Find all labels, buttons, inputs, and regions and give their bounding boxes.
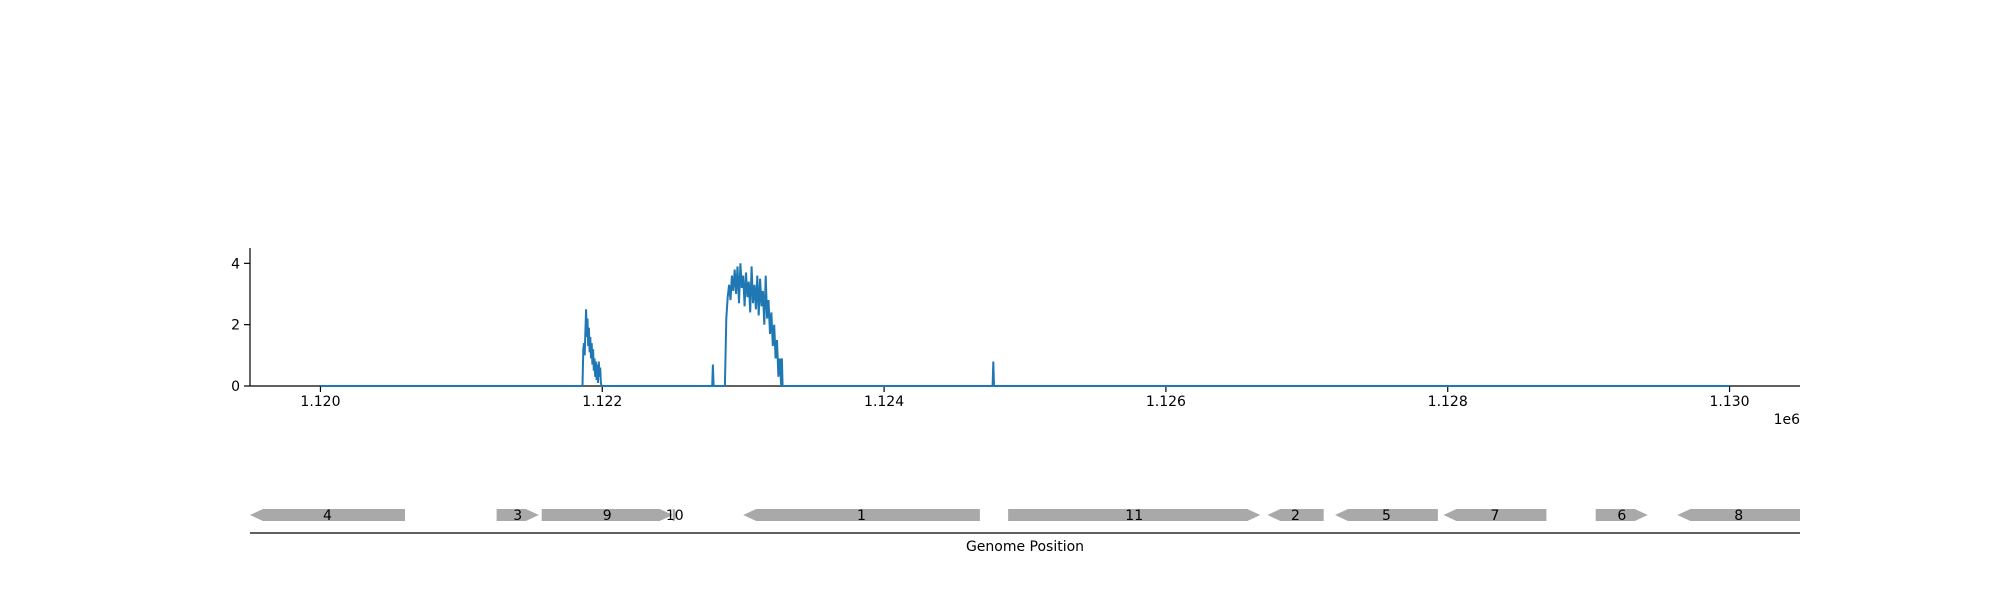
gene-arrow	[1443, 509, 1547, 521]
gene-label: 3	[513, 508, 522, 524]
gene-label: 4	[323, 508, 332, 524]
gene-track-xlabel: Genome Position	[966, 539, 1084, 555]
x-tick-label: 1.128	[1428, 394, 1468, 410]
y-tick-label: 0	[231, 379, 240, 395]
gene-label: 5	[1382, 508, 1391, 524]
gene-label: 11	[1125, 508, 1143, 524]
gene-arrow	[1595, 509, 1648, 521]
gene-label: 2	[1291, 508, 1300, 524]
gene-arrow	[541, 509, 673, 521]
gene-arrow	[1677, 509, 1800, 521]
y-tick-label: 2	[231, 318, 240, 334]
x-tick-label: 1.130	[1709, 394, 1749, 410]
gene-label: 9	[603, 508, 612, 524]
gene-label: 8	[1734, 508, 1743, 524]
gene-arrow	[1008, 509, 1261, 521]
gene-label: 7	[1490, 508, 1499, 524]
gene-arrow	[250, 509, 405, 521]
y-ticks: 0 2 4	[231, 256, 250, 395]
gene-label: 1	[857, 508, 866, 524]
x-axis-offset-label: 1e6	[1774, 412, 1801, 428]
gene-arrow	[743, 509, 980, 521]
gene-label: 6	[1617, 508, 1626, 524]
gene-arrows: 4 3 9 10 1 11 2 5 7 6 8	[250, 508, 1800, 524]
gene-arrow	[1335, 509, 1438, 521]
x-ticks: 1.120 1.122 1.124 1.126 1.128 1.130	[300, 386, 1750, 410]
coverage-plot: 0 2 4 1.120 1.122 1.124 1.126 1.128 1.130 1e6	[231, 248, 1800, 428]
gene-track: 4 3 9 10 1 11 2 5 7 6 8 Genome Position	[250, 508, 1800, 555]
x-tick-label: 1.126	[1146, 394, 1186, 410]
y-tick-label: 4	[231, 256, 240, 272]
gene-arrow	[1267, 509, 1324, 521]
gene-label: 10	[666, 508, 684, 524]
coverage-series-line	[320, 263, 1730, 387]
x-tick-label: 1.122	[582, 394, 622, 410]
gene-arrow	[496, 509, 539, 521]
x-tick-label: 1.120	[300, 394, 340, 410]
gene-arrow	[672, 509, 677, 521]
x-tick-label: 1.124	[864, 394, 904, 410]
